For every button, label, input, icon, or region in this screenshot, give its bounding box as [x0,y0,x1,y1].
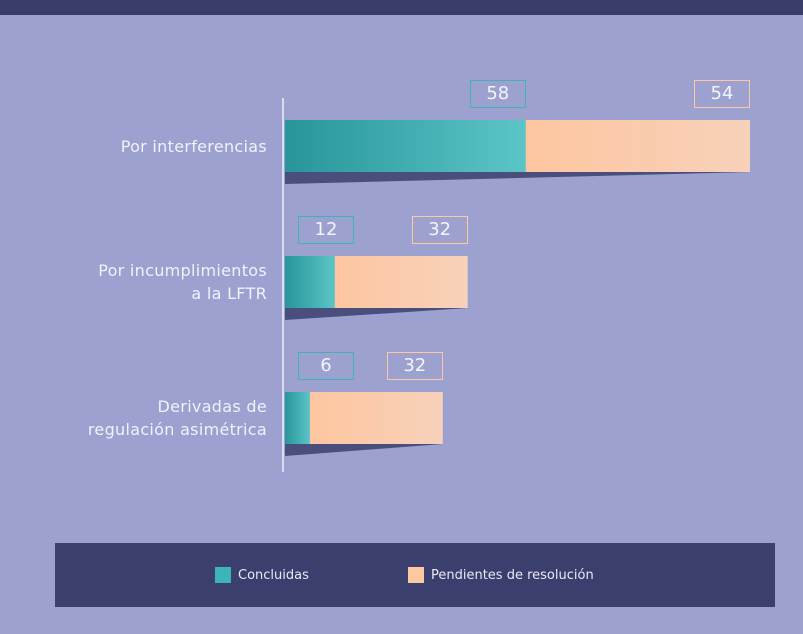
value-label: 54 [694,80,750,108]
bar-shadow [285,444,443,456]
legend-item: Pendientes de resolución [408,567,594,583]
bar [334,256,468,308]
legend-swatch [215,567,231,583]
category-label: Derivadas de regulación asimétrica [87,397,267,439]
value-label: 32 [386,352,443,380]
bar-shadow [285,172,750,184]
value-label: 58 [469,80,526,108]
category-label: Por incumplimientos a la LFTR [98,261,267,303]
value-label: 32 [411,216,468,244]
bar [285,120,526,172]
legend-item: Concluidas [215,567,309,583]
category-label: Por interferencias [120,136,267,156]
legend-label: Pendientes de resolución [431,567,594,583]
legend-label: Concluidas [238,567,309,583]
header-bar [0,0,803,15]
bar [285,256,335,308]
bar [309,392,443,444]
value-label: 12 [298,216,354,244]
value-label: 6 [298,352,354,380]
legend-swatch [408,567,424,583]
bar [285,392,310,444]
bar [525,120,750,172]
bar-shadow [285,308,468,320]
legend: Concluidas Pendientes de resolución [55,543,775,607]
